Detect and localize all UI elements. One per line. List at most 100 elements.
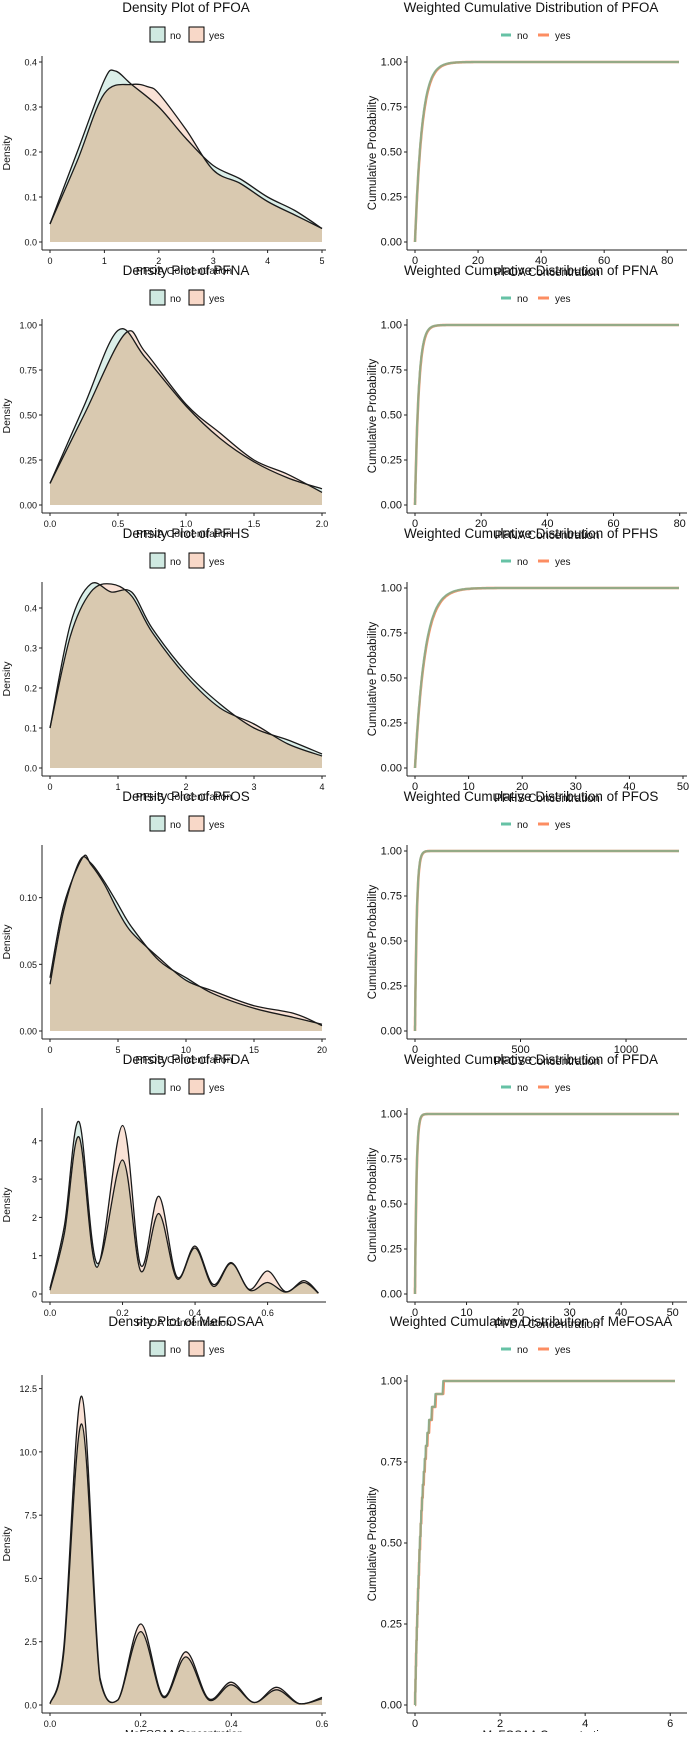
legend-swatch-yes	[188, 815, 205, 832]
x-tick-label: 0.5	[112, 519, 125, 529]
y-tick-label: 0.25	[381, 455, 402, 467]
legend-swatch-no	[149, 552, 166, 569]
y-axis-label: Cumulative Probability	[367, 359, 379, 474]
legend-label-no: no	[517, 294, 529, 305]
chart-panel-4: Weighted Cumulative Distribution of PFNA…	[367, 263, 687, 542]
density-line-yes	[49, 83, 323, 230]
legend-label-yes: yes	[555, 820, 571, 831]
legend-label-no: no	[170, 557, 182, 568]
chart-panel-6: Weighted Cumulative Distribution of PFHS…	[367, 526, 689, 805]
legend-label-no: no	[517, 557, 529, 568]
x-tick-label: 1.5	[248, 519, 261, 529]
legend: no yes	[501, 1083, 571, 1094]
legend-label-no: no	[517, 31, 529, 42]
legend-label-no: no	[517, 820, 529, 831]
y-tick-label: 2	[32, 1213, 37, 1223]
legend-label-no: no	[170, 294, 182, 305]
legend: no yes	[501, 294, 571, 305]
legend: no yes	[501, 820, 571, 831]
chart-title: Weighted Cumulative Distribution of PFOS	[404, 789, 659, 804]
y-tick-label: 0.0	[24, 764, 37, 774]
x-axis-label: PFDA Concentration	[136, 1317, 232, 1329]
x-tick-label: 50	[667, 1307, 679, 1319]
y-tick-label: 0.05	[19, 960, 37, 970]
x-tick-label: 0	[47, 256, 52, 266]
y-axis-label: Density	[1, 661, 13, 697]
legend-swatch-yes	[188, 26, 205, 43]
ecdf-line-yes	[413, 586, 679, 770]
chart-title: Weighted Cumulative Distribution of PFNA	[404, 263, 658, 278]
y-axis-label: Cumulative Probability	[367, 96, 379, 211]
y-tick-label: 1.00	[381, 1109, 402, 1121]
legend: no yes	[501, 1345, 571, 1356]
y-tick-label: 0.1	[24, 193, 37, 203]
legend-label-yes: yes	[209, 820, 225, 831]
x-tick-label: 0	[412, 1044, 418, 1056]
ecdf-line-yes	[413, 1112, 679, 1296]
y-tick-label: 0.50	[381, 1538, 402, 1550]
legend-label-yes: yes	[555, 31, 571, 42]
x-tick-label: 80	[674, 518, 686, 530]
legend: no yes	[501, 557, 571, 568]
x-tick-label: 0.4	[225, 1719, 238, 1729]
density-line-no	[49, 1423, 323, 1705]
y-tick-label: 0.4	[24, 58, 37, 68]
chart-panel-1: Density Plot of PFOA no yes 0.0 0.1 0.2 0.3 0.4…	[1, 0, 326, 277]
ecdf-line-yes	[413, 60, 679, 244]
y-tick-label: 2.5	[24, 1637, 37, 1647]
legend-swatch-yes	[188, 1078, 205, 1095]
x-tick-label: 1.0	[180, 519, 193, 529]
y-tick-label: 5.0	[24, 1574, 37, 1584]
chart-panel-11: Density Plot of MeFOSAA no yes 0.0 2.5 5.0 7.5…	[1, 1314, 328, 1737]
density-line-no	[49, 856, 323, 1025]
y-tick-label: 0.3	[24, 644, 37, 654]
legend-label-yes: yes	[209, 1083, 225, 1094]
x-tick-label: 3	[251, 782, 256, 792]
y-tick-label: 0.50	[381, 936, 402, 948]
y-tick-label: 1.00	[19, 321, 37, 331]
chart-title: Weighted Cumulative Distribution of PFHS	[404, 526, 658, 541]
x-tick-label: 10	[460, 1307, 472, 1319]
legend: no yes	[149, 815, 225, 832]
y-axis-label: Cumulative Probability	[367, 1148, 379, 1263]
ecdf-overlap	[414, 324, 679, 505]
y-tick-label: 0.2	[24, 148, 37, 158]
chart-title: Density Plot of PFDA	[123, 1052, 250, 1067]
legend-label-yes: yes	[555, 557, 571, 568]
x-tick-label: 1	[102, 256, 107, 266]
x-axis-label: PFOA Concentration	[494, 267, 599, 279]
y-axis-label: Density	[1, 1526, 13, 1562]
ecdf-overlap	[414, 1113, 679, 1294]
x-tick-label: 2	[183, 782, 188, 792]
density-line-no	[49, 328, 323, 490]
x-tick-label: 4	[319, 782, 324, 792]
y-tick-label: 0.25	[381, 718, 402, 730]
legend-label-no: no	[170, 31, 182, 42]
ecdf-line-yes	[413, 849, 679, 1033]
y-tick-label: 0.00	[381, 1026, 402, 1038]
x-tick-label: 0.0	[44, 1719, 57, 1729]
legend-label-yes: yes	[209, 31, 225, 42]
x-tick-label: 30	[563, 1307, 575, 1319]
y-tick-label: 1.00	[381, 1376, 402, 1388]
y-tick-label: 3	[32, 1175, 37, 1185]
chart-title: Weighted Cumulative Distribution of MeFO…	[390, 1314, 673, 1329]
y-tick-label: 0.75	[381, 1154, 402, 1166]
x-tick-label: 60	[607, 518, 619, 530]
x-tick-label: 60	[598, 255, 610, 267]
ecdf-line-yes	[413, 1379, 675, 1707]
x-tick-label: 20	[516, 781, 528, 793]
y-tick-label: 0.75	[381, 628, 402, 640]
y-tick-label: 0.25	[381, 981, 402, 993]
x-tick-label: 0.2	[134, 1719, 147, 1729]
x-tick-label: 2	[497, 1718, 503, 1730]
chart-panel-9: Density Plot of PFDA no yes 0 1 2 3 4 0.0 0.2 0.4 0…	[1, 1052, 326, 1329]
x-tick-label: 0	[47, 1045, 52, 1055]
x-tick-label: 0	[412, 1718, 418, 1730]
x-axis-label: PFHS Concentration	[136, 791, 232, 803]
ecdf-line-no	[413, 849, 679, 1032]
density-line-yes	[49, 1395, 323, 1705]
y-tick-label: 0.50	[19, 411, 37, 421]
ecdf-overlap	[414, 1380, 675, 1706]
chart-panel-7: Density Plot of PFOS no yes 0.00 0.05 0.10 0 5 1…	[1, 789, 327, 1066]
